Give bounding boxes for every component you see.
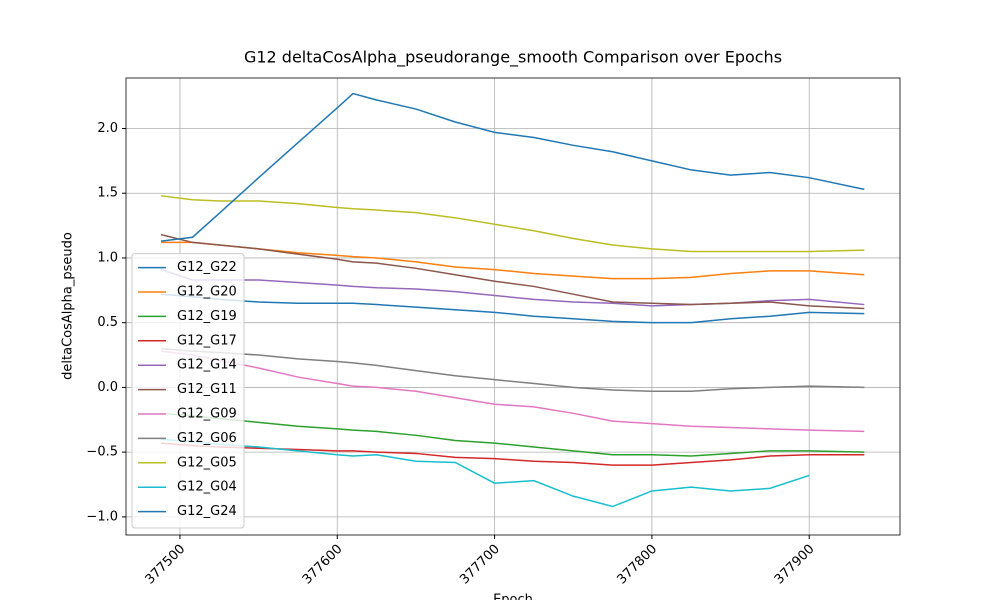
y-tick-label: −1.0 xyxy=(86,509,118,524)
legend-label: G12_G19 xyxy=(177,309,237,324)
x-axis-label: Epoch xyxy=(493,593,533,600)
legend-label: G12_G11 xyxy=(177,382,237,397)
y-tick-label: 1.0 xyxy=(97,250,118,265)
series-line xyxy=(161,442,865,466)
legend: G12_G22 G12_G20 G12_G19 G12_G17 G12_G14 G12_G… xyxy=(131,253,245,529)
series-line xyxy=(161,293,865,324)
series-line xyxy=(161,347,865,393)
legend-box xyxy=(131,253,245,529)
y-tick-label: −0.5 xyxy=(86,445,118,460)
y-tick-label: 0.0 xyxy=(97,380,118,395)
legend-label: G12_G17 xyxy=(177,333,237,348)
series-line xyxy=(160,92,865,242)
plot-frame xyxy=(125,77,901,536)
series-line xyxy=(160,195,865,253)
y-tick-label: 0.5 xyxy=(97,315,118,330)
legend-label: G12_G14 xyxy=(177,358,237,373)
y-tick-label: 2.0 xyxy=(97,121,118,136)
legend-label: G12_G04 xyxy=(177,480,237,495)
series-line xyxy=(160,233,865,310)
series-line xyxy=(160,350,865,433)
legend-label: G12_G06 xyxy=(177,431,237,446)
series-line xyxy=(161,438,810,508)
y-axis-label: deltaCosAlpha_pseudo xyxy=(61,232,76,380)
legend-label: G12_G05 xyxy=(177,455,237,470)
legend-label: G12_G20 xyxy=(177,285,237,300)
legend-label: G12_G09 xyxy=(177,407,237,422)
y-tick-label: 1.5 xyxy=(97,186,118,201)
series-line xyxy=(161,412,865,457)
chart-title: G12 deltaCosAlpha_pseudorange_smooth Com… xyxy=(244,48,782,68)
legend-label: G12_G22 xyxy=(177,260,237,275)
legend-label: G12_G24 xyxy=(177,504,237,519)
